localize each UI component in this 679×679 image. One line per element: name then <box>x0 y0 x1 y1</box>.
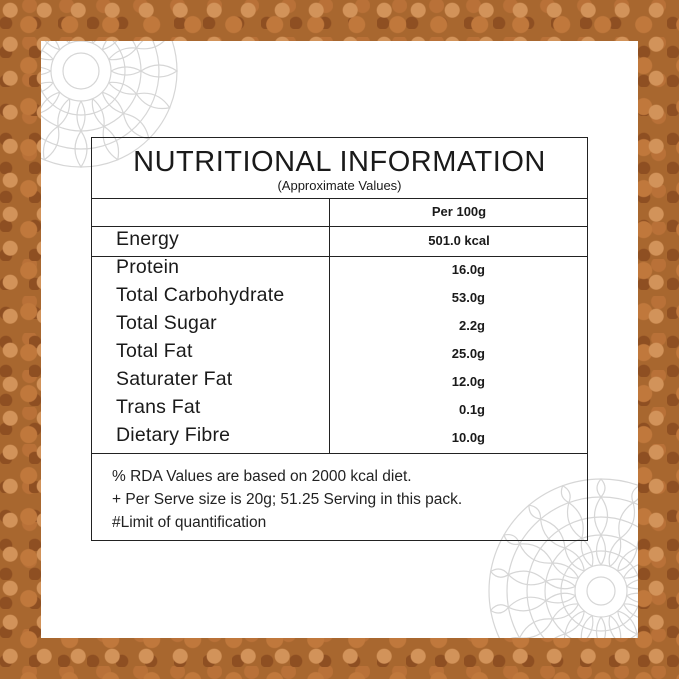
nutrient-name-energy: Energy <box>116 228 179 250</box>
footnote-serving: + Per Serve size is 20g; 51.25 Serving i… <box>112 491 463 508</box>
table-subtitle: (Approximate Values) <box>277 178 402 193</box>
nutrient-value: 16.0g <box>451 262 485 277</box>
nutrient-name: Total Carbohydrate <box>116 284 285 306</box>
label-card: NUTRITIONAL INFORMATION (Approximate Val… <box>41 41 638 638</box>
row-divider <box>92 453 587 454</box>
column-header-per-100g: Per 100g <box>431 204 487 219</box>
row-divider <box>92 226 587 227</box>
nutrient-name: Protein <box>116 256 180 278</box>
nutrient-value: 53.0g <box>451 290 485 305</box>
nutrient-value: 12.0g <box>451 374 485 389</box>
footnote-rda: % RDA Values are based on 2000 kcal diet… <box>112 468 412 485</box>
table-title: NUTRITIONAL INFORMATION <box>133 146 546 178</box>
nutrient-value: 2.2g <box>458 318 485 333</box>
nutrient-name: Saturater Fat <box>116 368 233 390</box>
nutrient-name: Trans Fat <box>116 396 201 418</box>
nutrient-name: Dietary Fibre <box>116 424 231 446</box>
nutrition-table: NUTRITIONAL INFORMATION (Approximate Val… <box>91 137 588 541</box>
footnote-loq: #Limit of quantification <box>112 514 267 531</box>
nutrient-name: Total Fat <box>116 340 193 362</box>
row-divider <box>92 256 587 257</box>
nutrient-value: 10.0g <box>451 430 485 445</box>
column-divider <box>329 198 330 453</box>
nutrient-value-energy: 501.0 kcal <box>428 233 490 248</box>
mandala-ornament-top-left <box>41 41 178 168</box>
nutrient-value: 25.0g <box>451 346 485 361</box>
nutrient-name: Total Sugar <box>116 312 217 334</box>
nutrient-value: 0.1g <box>458 402 485 417</box>
table-header: NUTRITIONAL INFORMATION (Approximate Val… <box>92 138 587 199</box>
mandala-ornament-bottom-right <box>488 478 638 638</box>
